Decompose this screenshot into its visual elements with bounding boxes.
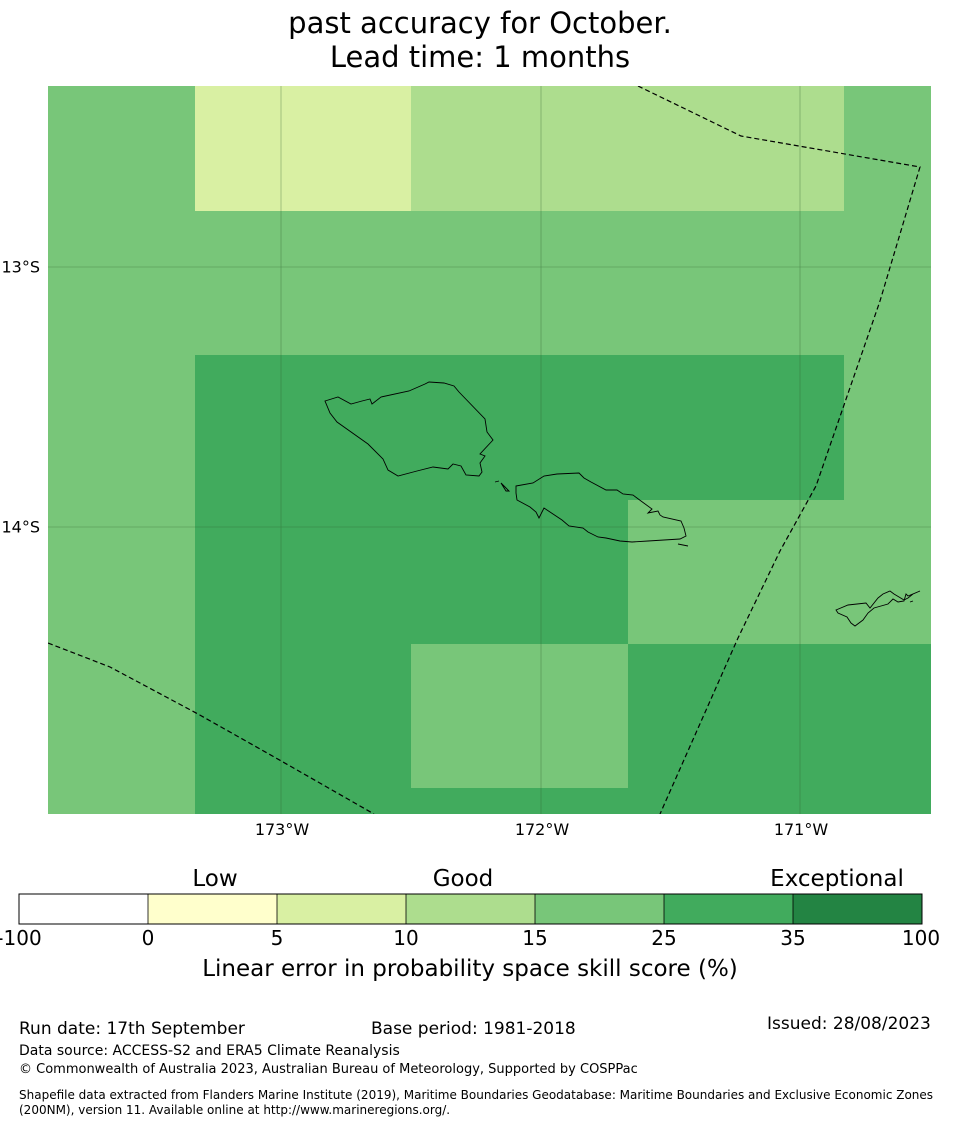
aunuu-islet [909,600,914,603]
eez-boundaries [48,86,921,814]
apolima-islet [494,480,500,483]
colorbar-tick: 100 [901,926,941,950]
skill-cell-mid-green [411,644,628,788]
lat-label-14s: 14°S [1,517,40,537]
colorbar-tick: 35 [780,926,806,950]
skill-cell-yellow-green [195,86,411,211]
skill-cell-light-green [411,86,844,211]
islands [324,381,921,627]
colorbar-tick: 25 [651,926,677,950]
colorbar-category-exceptional: Exceptional [770,866,904,892]
map-title-line-1: past accuracy for October. [288,6,672,40]
colorbar-tick: 5 [270,926,284,950]
copyright: © Commonwealth of Australia 2023, Austra… [19,1062,638,1077]
shapefile-credit: Shapefile data extracted from Flanders M… [19,1088,934,1117]
colorbar-segment [793,894,922,924]
gridlines [48,86,931,814]
colorbar-tick: -100 [0,926,42,950]
aleipata-tail [677,543,689,547]
skill-map [48,86,931,814]
tutuila-island [835,590,921,627]
skill-cell-green [195,355,844,500]
data-source: Data source: ACCESS-S2 and ERA5 Climate … [19,1043,400,1059]
colorbar-category-low: Low [192,866,238,892]
colorbar [18,893,923,925]
colorbar-segment [148,894,277,924]
manono-islet [500,482,511,492]
issued-date: Issued: 28/08/2023 [767,1014,931,1034]
lon-label-171w: 171°W [773,820,829,839]
base-period: Base period: 1981-2018 [371,1019,576,1039]
colorbar-category-good: Good [432,866,494,892]
colorbar-segment [535,894,664,924]
colorbar-segment [406,894,535,924]
colorbar-tick: 10 [393,926,419,950]
colorbar-segment [664,894,793,924]
lat-label-13s: 13°S [1,257,40,277]
colorbar-tick: 0 [141,926,155,950]
colorbar-axis-label: Linear error in probability space skill … [202,956,738,982]
lon-label-173w: 173°W [254,820,310,839]
map-title-line-2: Lead time: 1 months [329,40,631,74]
savaii-island [324,381,494,477]
skill-cell-green [628,644,931,814]
lon-label-172w: 172°W [514,820,570,839]
colorbar-segment [19,894,148,924]
colorbar-segment [277,894,406,924]
colorbar-tick: 15 [522,926,548,950]
run-date: Run date: 17th September [19,1019,245,1039]
upolu-island [515,472,687,543]
